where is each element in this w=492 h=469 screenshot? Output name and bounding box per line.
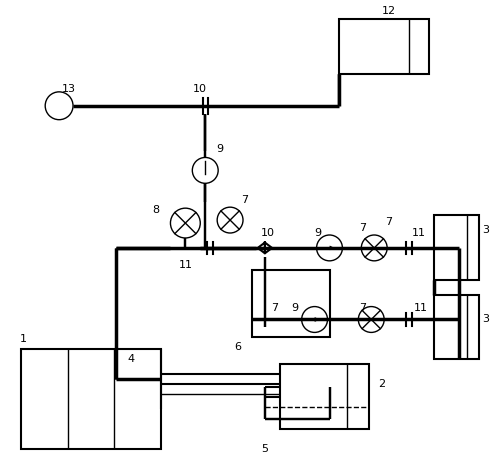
- Text: 1: 1: [20, 334, 27, 344]
- Text: 4: 4: [127, 354, 134, 364]
- Text: 11: 11: [414, 303, 428, 312]
- Bar: [434, 215, 479, 280]
- Text: 6: 6: [235, 342, 242, 352]
- Text: 12: 12: [382, 6, 396, 16]
- Bar: [339, 19, 429, 74]
- Text: 7: 7: [359, 223, 366, 233]
- Text: 7: 7: [386, 217, 393, 227]
- Text: 11: 11: [179, 260, 192, 270]
- Bar: [280, 364, 369, 429]
- Text: 9: 9: [216, 144, 224, 153]
- Bar: [252, 270, 330, 337]
- Text: 3: 3: [482, 315, 489, 325]
- Text: 13: 13: [62, 84, 76, 94]
- Text: 8: 8: [152, 205, 159, 215]
- Text: 5: 5: [261, 444, 269, 454]
- Text: 3: 3: [482, 225, 489, 235]
- Bar: [434, 295, 479, 359]
- Text: 11: 11: [412, 228, 426, 238]
- Text: 9: 9: [291, 303, 298, 312]
- Bar: [21, 349, 160, 449]
- Text: 7: 7: [242, 195, 248, 205]
- Text: 2: 2: [378, 379, 385, 389]
- Text: 9: 9: [314, 228, 321, 238]
- Text: 10: 10: [261, 228, 275, 238]
- Text: 7: 7: [271, 303, 278, 312]
- Text: 7: 7: [359, 303, 366, 312]
- Text: 10: 10: [193, 84, 207, 94]
